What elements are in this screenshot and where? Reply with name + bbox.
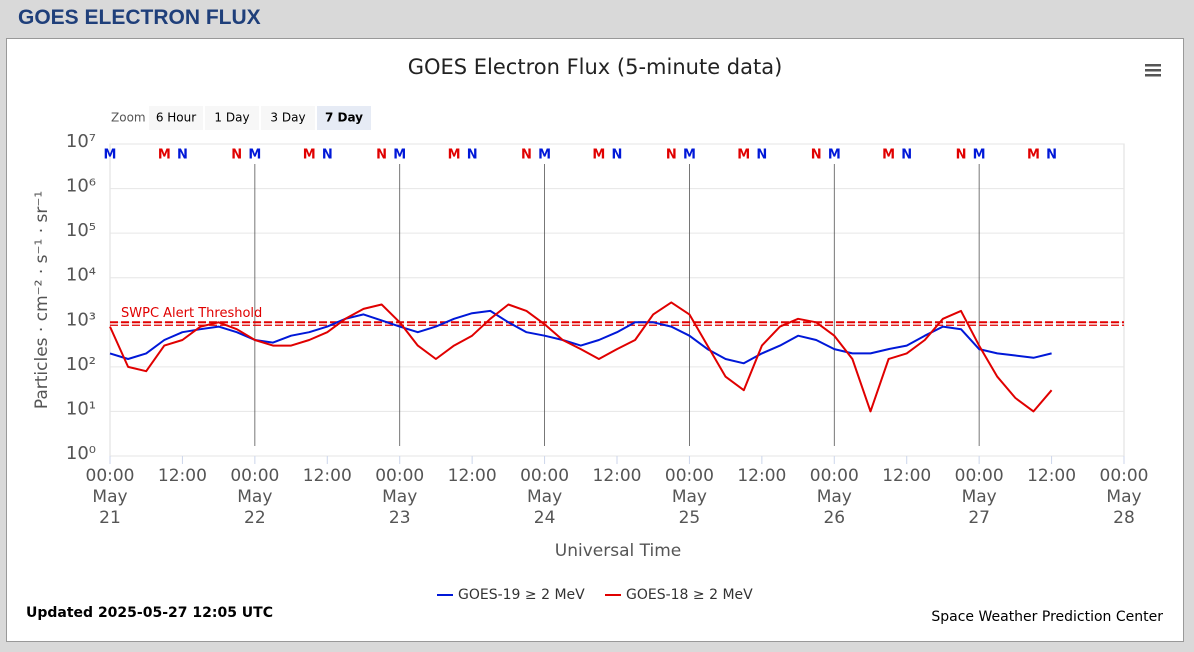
orbit-marker: N [612, 148, 623, 163]
orbit-marker: M [592, 148, 605, 163]
orbit-marker: M [828, 148, 841, 163]
orbit-marker: N [956, 148, 967, 163]
zoom-button-label[interactable]: 1 Day [214, 111, 249, 125]
orbit-marker: N [521, 148, 532, 163]
y-tick-label: 10¹ [66, 398, 96, 419]
y-tick-label: 10⁴ [66, 265, 96, 286]
plot-area [109, 143, 1125, 457]
menu-icon[interactable] [1145, 64, 1161, 77]
zoom-button[interactable] [149, 106, 203, 130]
orbit-marker: M [1027, 148, 1040, 163]
series-line [109, 301, 1053, 413]
orbit-marker: M [882, 148, 895, 163]
y-tick-label: 10⁵ [66, 220, 96, 241]
zoom-button-label[interactable]: 6 Hour [156, 111, 196, 125]
y-axis-label: Particles · cm⁻² · s⁻¹ · sr⁻¹ [32, 191, 52, 409]
legend-label: GOES-19 ≥ 2 MeV [458, 587, 585, 603]
x-tick-label: 00:00 May 21 [86, 466, 135, 528]
x-tick-label: 00:00 May 26 [810, 466, 859, 528]
orbit-marker: M [737, 148, 750, 163]
orbit-marker: M [248, 148, 261, 163]
zoom-button-label[interactable]: 3 Day [270, 111, 305, 125]
x-tick-label: 12:00 [882, 466, 931, 486]
x-tick-label: 12:00 [593, 466, 642, 486]
orbit-marker: N [811, 148, 822, 163]
y-tick-label: 10² [66, 354, 96, 375]
x-tick-label: 12:00 [158, 466, 207, 486]
series-line [109, 309, 1052, 365]
credit: Space Weather Prediction Center [931, 609, 1163, 625]
orbit-marker: M [393, 148, 406, 163]
x-tick-label: 12:00 [737, 466, 786, 486]
x-tick-label: 00:00 May 28 [1100, 466, 1149, 528]
chart-title: GOES Electron Flux (5-minute data) [408, 55, 783, 79]
y-tick-label: 10⁰ [66, 443, 96, 464]
orbit-marker: N [376, 148, 387, 163]
orbit-marker: M [538, 148, 551, 163]
y-tick-label: 10⁷ [66, 131, 96, 152]
x-axis-label: Universal Time [555, 541, 681, 561]
zoom-button[interactable] [205, 106, 259, 130]
x-tick-label: 12:00 [1027, 466, 1076, 486]
updated-note: Updated 2025-05-27 12:05 UTC [26, 605, 273, 621]
orbit-marker: M [158, 148, 171, 163]
orbit-marker: M [104, 148, 117, 163]
orbit-marker: N [467, 148, 478, 163]
x-tick-label: 00:00 May 22 [230, 466, 279, 528]
orbit-marker: N [177, 148, 188, 163]
y-tick-label: 10³ [66, 309, 96, 330]
y-tick-label: 10⁶ [66, 176, 96, 197]
legend-label: GOES-18 ≥ 2 MeV [626, 587, 753, 603]
orbit-marker: M [683, 148, 696, 163]
zoom-button[interactable] [317, 106, 371, 130]
x-tick-label: 00:00 May 23 [375, 466, 424, 528]
zoom-button-label[interactable]: 7 Day [325, 111, 363, 125]
x-tick-label: 00:00 May 27 [955, 466, 1004, 528]
orbit-marker: N [322, 148, 333, 163]
zoom-button[interactable] [261, 106, 315, 130]
orbit-marker: N [1046, 148, 1057, 163]
zoom-label: Zoom [111, 111, 146, 125]
orbit-marker: M [303, 148, 316, 163]
x-tick-label: 12:00 [448, 466, 497, 486]
orbit-marker: N [901, 148, 912, 163]
page-header: GOES ELECTRON FLUX [18, 6, 261, 29]
threshold-label: SWPC Alert Threshold [121, 306, 262, 321]
x-tick-label: 00:00 May 24 [520, 466, 569, 528]
x-tick-label: 12:00 [303, 466, 352, 486]
orbit-marker: M [973, 148, 986, 163]
orbit-marker: M [448, 148, 461, 163]
orbit-marker: N [231, 148, 242, 163]
orbit-marker: N [666, 148, 677, 163]
orbit-marker: N [756, 148, 767, 163]
x-tick-label: 00:00 May 25 [665, 466, 714, 528]
